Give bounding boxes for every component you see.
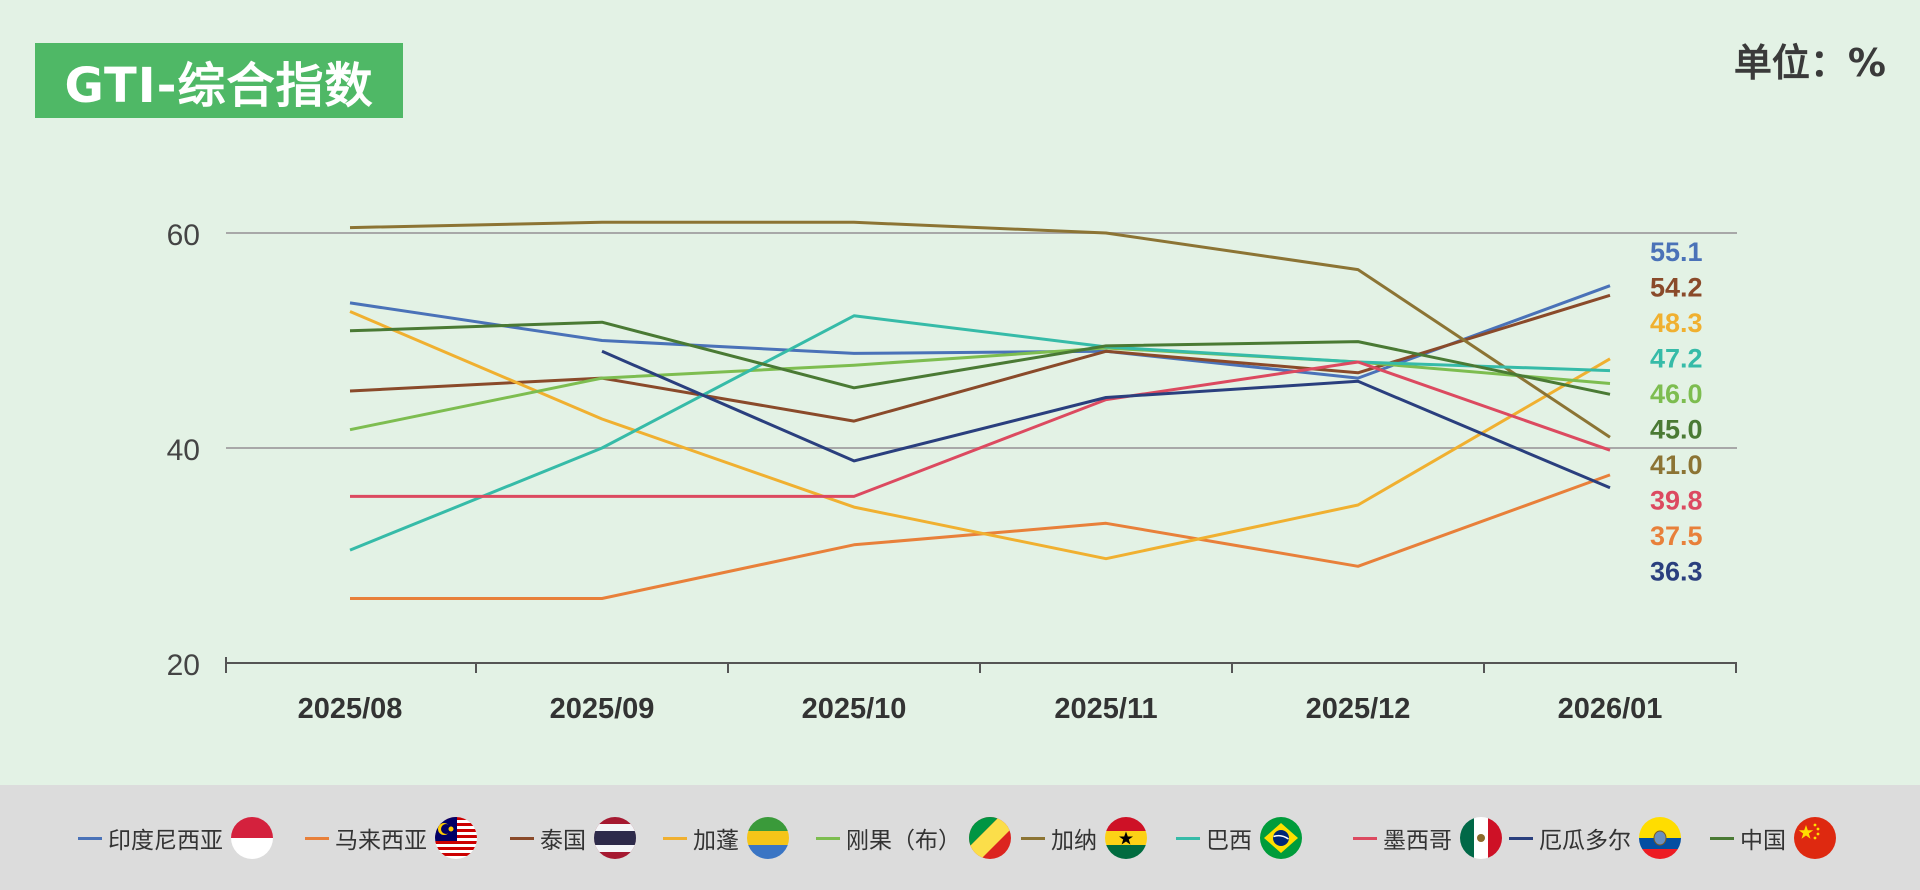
indonesia-flag-icon [231,817,273,859]
malaysia-flag-icon [435,817,477,859]
china-flag-icon [1794,817,1836,859]
thailand-flag-icon [594,817,636,859]
data-label-3: 48.3 [1650,308,1703,338]
chart-title: GTI-综合指数 [35,43,403,118]
legend-swatch [1353,836,1377,840]
legend-label: 刚果（布） [846,828,961,854]
legend-label: 墨西哥 [1383,828,1452,854]
legend-swatch [78,836,102,840]
series-line-8 [601,349,1611,490]
legend-label: 加纳 [1051,828,1097,854]
legend-item-0: 印度尼西亚 [78,817,273,859]
legend-item-9: 中国 [1710,817,1836,859]
series-line-7 [350,360,1611,498]
series-line-4 [349,346,1611,432]
legend-item-4: 刚果（布） [816,817,1011,859]
legend-swatch [1710,836,1734,840]
legend-item-1: 马来西亚 [305,817,477,859]
x-tick-label: 2025/12 [1306,693,1411,725]
mexico-flag-icon [1460,817,1502,859]
legend-swatch [1176,836,1200,840]
legend-swatch [816,836,840,840]
data-label-0: 55.1 [1650,237,1703,267]
data-label-6: 47.2 [1650,344,1703,374]
legend-swatch [1509,836,1533,840]
ghana-flag-icon [1105,817,1147,859]
data-label-1: 37.5 [1650,521,1703,551]
legend-item-2: 泰国 [510,817,636,859]
x-tick-label: 2025/08 [298,693,403,725]
data-label-4: 46.0 [1650,379,1703,409]
congo-flag-icon [969,817,1011,859]
x-tick-label: 2026/01 [1558,693,1663,725]
series-line-5 [349,220,1611,439]
legend-label: 加蓬 [693,828,739,854]
series-line-6 [349,314,1611,552]
x-tick-label: 2025/10 [802,693,907,725]
legend-swatch [1021,836,1045,840]
y-tick-label: 40 [167,434,200,467]
legend-item-7: 墨西哥 [1353,817,1502,859]
data-label-7: 39.8 [1650,486,1703,516]
series-line-1 [350,473,1611,600]
legend-label: 马来西亚 [335,828,427,854]
series-line-2 [349,293,1611,423]
series-line-9 [349,320,1611,396]
legend-item-6: 巴西 [1176,817,1302,859]
legend-label: 巴西 [1206,828,1252,854]
y-tick-label: 60 [167,219,200,252]
legend-label: 印度尼西亚 [108,828,223,854]
brazil-flag-icon [1260,817,1302,859]
x-tick-label: 2025/11 [1054,693,1157,725]
legend-label: 厄瓜多尔 [1539,828,1631,854]
x-tick-label: 2025/09 [550,693,655,725]
legend-swatch [510,836,534,840]
legend-item-5: 加纳 [1021,817,1147,859]
legend-item-8: 厄瓜多尔 [1509,817,1681,859]
unit-label: 单位：% [1733,41,1886,85]
data-label-9: 45.0 [1650,415,1703,445]
data-label-2: 54.2 [1650,273,1703,303]
legend-item-3: 加蓬 [663,817,789,859]
data-label-5: 41.0 [1650,450,1703,480]
series-line-3 [349,310,1611,561]
legend: 印度尼西亚 马来西亚 泰国 加蓬 刚果（布） 加纳 巴西 墨西哥 厄瓜多尔 中国 [0,785,1920,890]
plot-area: 20 40 60 2025/08 2025/09 2025/10 2025/11 2025/1… [167,219,1737,725]
y-tick-label: 20 [167,649,200,682]
data-label-8: 36.3 [1650,557,1703,587]
legend-swatch [663,836,687,840]
legend-label: 泰国 [540,828,586,854]
legend-swatch [305,836,329,840]
ecuador-flag-icon [1639,817,1681,859]
gabon-flag-icon [747,817,789,859]
legend-label: 中国 [1740,828,1786,854]
